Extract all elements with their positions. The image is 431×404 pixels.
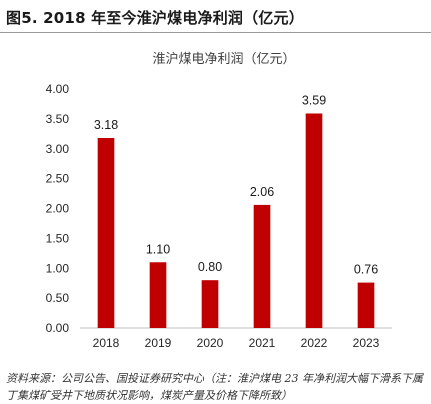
data-label: 0.80 bbox=[198, 260, 222, 274]
source-note: 资料来源：公司公告、国投证券研究中心（注：淮沪煤电 23 年净利润大幅下滑系下属… bbox=[6, 370, 426, 404]
figure-header: 图5. 2018 年至今淮沪煤电净利润（亿元） bbox=[0, 0, 431, 33]
data-label: 3.59 bbox=[302, 93, 326, 107]
y-tick-label: 1.00 bbox=[46, 261, 70, 275]
x-axis: 2018 2019 2020 2021 2022 2023 bbox=[80, 327, 392, 350]
source-text: 公司公告、国投证券研究中心（注：淮沪煤电 23 年净利润大幅下滑系下属丁集煤矿受… bbox=[6, 372, 423, 402]
bar bbox=[149, 262, 167, 328]
bar bbox=[253, 204, 271, 328]
data-label: 2.06 bbox=[250, 185, 274, 199]
bar bbox=[201, 280, 219, 328]
chart-title: 淮沪煤电净利润（亿元） bbox=[152, 51, 295, 67]
bar-chart: 淮沪煤电净利润（亿元） 0.00 0.50 1.00 1.50 2.00 2.50 3.00… bbox=[46, 51, 392, 350]
figure-title: 图5. 2018 年至今淮沪煤电净利润（亿元） bbox=[6, 9, 304, 27]
source-label: 资料来源： bbox=[6, 372, 61, 385]
y-axis: 0.00 0.50 1.00 1.50 2.00 2.50 3.00 3.50 4.00 bbox=[46, 82, 70, 335]
y-tick-label: 2.50 bbox=[46, 172, 70, 186]
bar-series bbox=[97, 113, 375, 328]
x-tick-label: 2020 bbox=[197, 336, 224, 350]
bar bbox=[357, 282, 375, 328]
x-tick-label: 2021 bbox=[249, 336, 276, 350]
x-tick-label: 2023 bbox=[353, 336, 380, 350]
y-tick-label: 2.00 bbox=[46, 202, 70, 216]
y-tick-label: 0.50 bbox=[46, 291, 70, 305]
y-tick-label: 4.00 bbox=[46, 82, 70, 96]
y-tick-label: 0.00 bbox=[46, 321, 70, 335]
data-label: 3.18 bbox=[94, 118, 118, 132]
y-tick-label: 3.50 bbox=[46, 112, 70, 126]
bar bbox=[97, 137, 115, 328]
data-labels: 3.18 1.10 0.80 2.06 3.59 0.76 bbox=[94, 93, 378, 276]
data-label: 1.10 bbox=[146, 242, 170, 256]
header-divider bbox=[0, 32, 431, 33]
bar bbox=[305, 113, 323, 328]
x-tick-label: 2018 bbox=[93, 336, 120, 350]
y-tick-label: 3.00 bbox=[46, 142, 70, 156]
chart-area: 淮沪煤电净利润（亿元） 0.00 0.50 1.00 1.50 2.00 2.50 3.00… bbox=[0, 36, 431, 362]
data-label: 0.76 bbox=[354, 263, 378, 277]
x-tick-label: 2019 bbox=[145, 336, 172, 350]
y-tick-label: 1.50 bbox=[46, 231, 70, 245]
x-tick-label: 2022 bbox=[301, 336, 328, 350]
